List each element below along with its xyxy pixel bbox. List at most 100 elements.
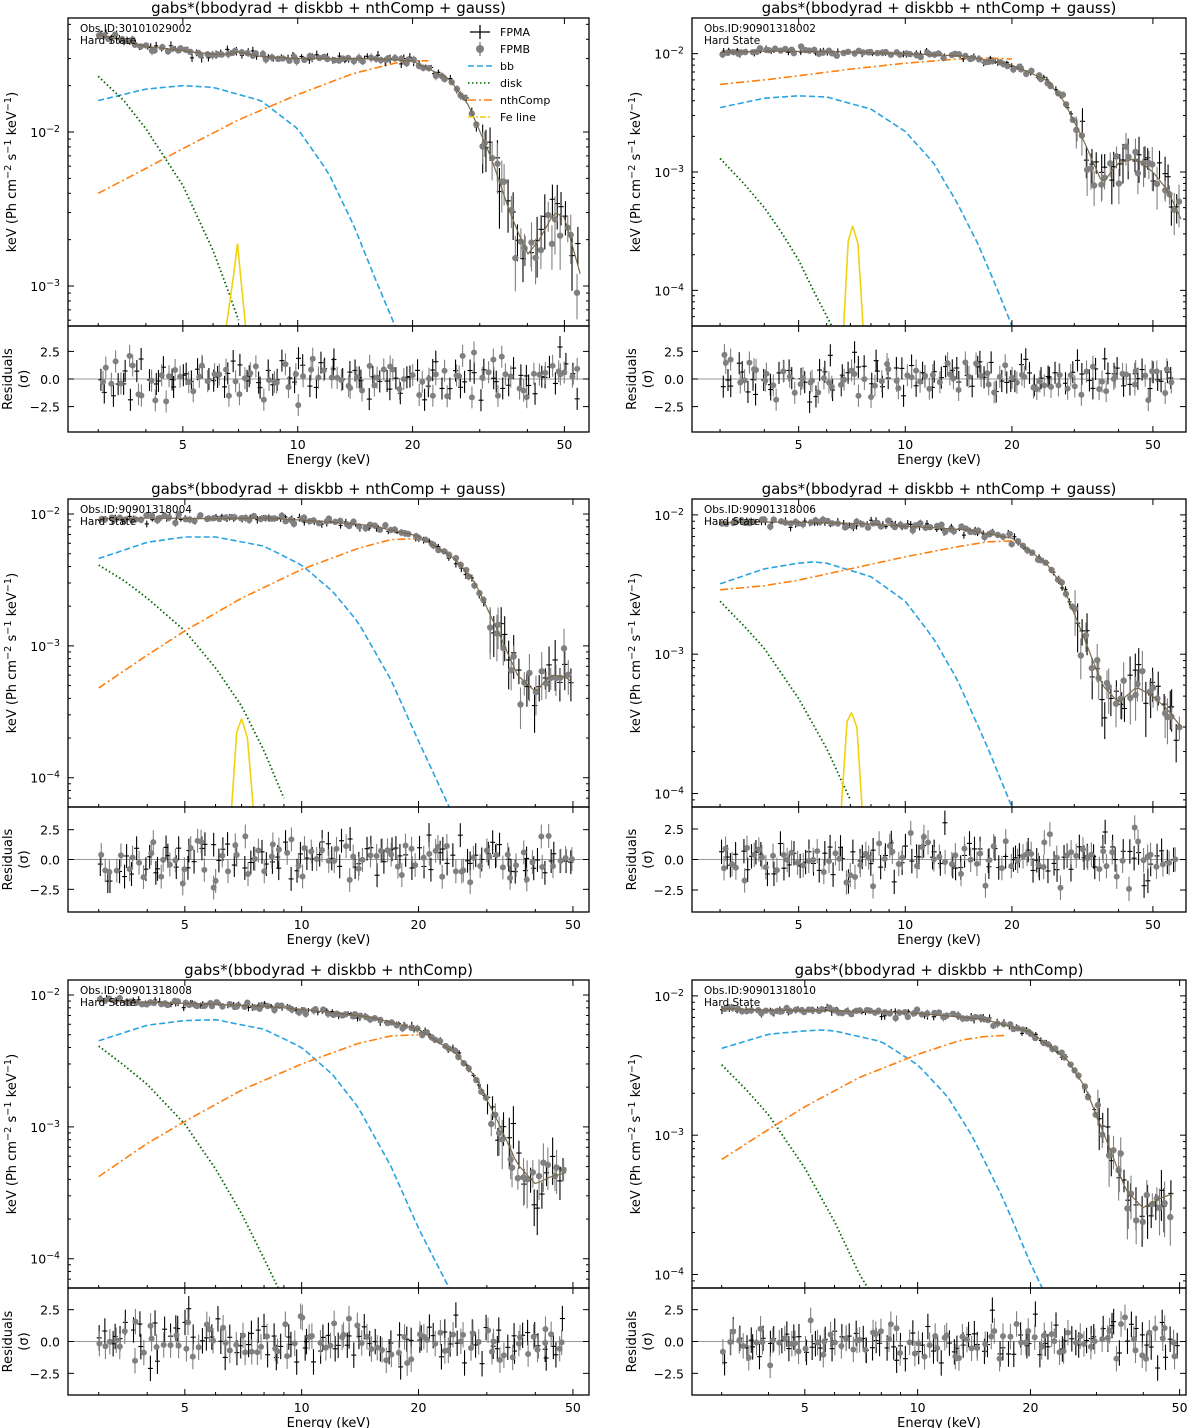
fpmb-residual-marker bbox=[177, 373, 184, 380]
fpmb-marker bbox=[797, 43, 805, 50]
fpmb-residual bbox=[1142, 364, 1149, 387]
fpmb-residual-marker bbox=[1013, 379, 1020, 386]
fpma-residual bbox=[1079, 362, 1085, 386]
legend-swatch bbox=[476, 45, 484, 53]
fpma-residual bbox=[491, 367, 497, 390]
y-tick-label: 10−3 bbox=[30, 278, 60, 295]
fpmb-residual-marker bbox=[763, 370, 770, 377]
fpmb-marker bbox=[896, 51, 904, 58]
fpmb-residual bbox=[373, 844, 380, 868]
fpmb-residual bbox=[269, 832, 276, 857]
fpma-residual bbox=[124, 844, 130, 868]
state-annotation: Hard State bbox=[704, 35, 760, 47]
fpmb-data-point bbox=[197, 512, 204, 519]
fpmb-residual bbox=[1013, 371, 1020, 394]
fpmb-residual bbox=[467, 870, 474, 895]
fpmb-residual bbox=[260, 388, 267, 411]
fpmb-marker bbox=[278, 512, 286, 519]
fpmb-marker bbox=[761, 516, 768, 523]
x-tick-label: 50 bbox=[556, 437, 572, 452]
fpmb-data-point bbox=[1006, 530, 1013, 538]
fpma-residual bbox=[331, 348, 337, 371]
fpmb-residual bbox=[828, 375, 835, 398]
fpmb-residual-marker bbox=[825, 379, 832, 386]
fpmb-marker bbox=[231, 514, 238, 521]
fpmb-residual bbox=[412, 853, 419, 878]
fpmb-residual-marker bbox=[1055, 382, 1062, 389]
fpmb-data-point bbox=[843, 523, 850, 530]
spectrum-plot-area bbox=[98, 510, 574, 807]
fpma-residual bbox=[827, 344, 833, 367]
fpmb-data-point bbox=[896, 51, 904, 58]
fpma-data-point bbox=[189, 54, 195, 62]
fpma-residual bbox=[852, 341, 858, 364]
fpmb-residual-marker bbox=[268, 853, 275, 860]
fpmb-residual-marker bbox=[809, 377, 816, 384]
fpmb-data-point bbox=[1176, 716, 1183, 741]
fpmb-residual bbox=[308, 839, 315, 864]
fpmb-residual-marker bbox=[166, 861, 173, 868]
fpma-residual bbox=[777, 831, 783, 856]
fpmb-residual bbox=[868, 385, 875, 409]
fpmb-residual-marker bbox=[493, 851, 500, 858]
fpmb-residual-marker bbox=[299, 873, 306, 880]
fpmb-residual-marker bbox=[374, 374, 381, 381]
fpmb-residual bbox=[841, 368, 848, 391]
fpmb-residual bbox=[780, 360, 787, 383]
fpmb-residual bbox=[273, 371, 280, 394]
fpmb-residual bbox=[1099, 370, 1106, 393]
fpmb-residual-marker bbox=[530, 370, 537, 377]
fpmb-residual bbox=[926, 377, 933, 400]
fpmb-residual bbox=[486, 844, 493, 869]
fpmb-residual-marker bbox=[420, 854, 427, 861]
fpmb-marker bbox=[819, 49, 827, 56]
fpmb-residual-marker bbox=[1112, 374, 1119, 381]
total-model-curve bbox=[98, 517, 574, 691]
fpmb-residual-marker bbox=[160, 856, 167, 863]
fpmb-residual-marker bbox=[380, 366, 387, 373]
fpmb-marker bbox=[741, 519, 749, 527]
fpma-residual bbox=[511, 357, 517, 380]
fpmb-marker bbox=[300, 514, 308, 521]
fpmb-data-point bbox=[359, 57, 366, 66]
fpmb-residual-marker bbox=[549, 362, 556, 369]
fpmb-marker bbox=[1176, 724, 1183, 731]
fpma-residual bbox=[490, 830, 496, 855]
residual-axis-label: Residuals bbox=[625, 348, 640, 410]
fpmb-residual-marker bbox=[198, 362, 205, 369]
fpmb-residual-marker bbox=[408, 845, 415, 852]
fpmb-residual-marker bbox=[1078, 391, 1085, 398]
fpmb-data-point bbox=[210, 514, 218, 522]
fpma-data-point bbox=[453, 560, 458, 568]
fpmb-data-point bbox=[382, 521, 389, 529]
fpmb-marker bbox=[526, 669, 533, 677]
fpmb-marker bbox=[849, 523, 856, 530]
fpmb-residual-marker bbox=[944, 360, 951, 367]
fpmb-residual bbox=[996, 365, 1003, 388]
fpmb-data-point bbox=[548, 225, 556, 270]
fpmb-marker bbox=[1162, 187, 1169, 194]
fpmb-residual bbox=[102, 356, 109, 379]
fpmb-data-point bbox=[1083, 152, 1091, 196]
fpmb-residual-marker bbox=[255, 847, 262, 854]
fpmb-residual-marker bbox=[770, 382, 777, 389]
fpmb-residual bbox=[1168, 371, 1175, 394]
fpmb-residual-marker bbox=[117, 380, 124, 387]
fe-line-component-curve bbox=[842, 225, 864, 326]
fpmb-residual-marker bbox=[1033, 386, 1040, 393]
fpmb-residual bbox=[936, 371, 943, 394]
fpmb-residual bbox=[477, 854, 484, 878]
fpmb-data-point bbox=[1059, 91, 1067, 99]
fpmb-marker bbox=[405, 56, 412, 63]
fpmb-data-point bbox=[732, 518, 739, 526]
fpmb-marker bbox=[806, 47, 813, 54]
fpmb-residual bbox=[301, 836, 308, 861]
fpmb-residual-marker bbox=[288, 836, 295, 843]
fpmb-residual bbox=[471, 341, 478, 364]
fpmb-marker bbox=[1010, 66, 1017, 73]
fpmb-residual bbox=[275, 837, 282, 862]
fpmb-marker bbox=[1115, 180, 1123, 187]
fpmb-data-point bbox=[165, 513, 173, 522]
fpma-residual bbox=[450, 843, 456, 868]
fpma-data-point bbox=[1143, 681, 1149, 737]
